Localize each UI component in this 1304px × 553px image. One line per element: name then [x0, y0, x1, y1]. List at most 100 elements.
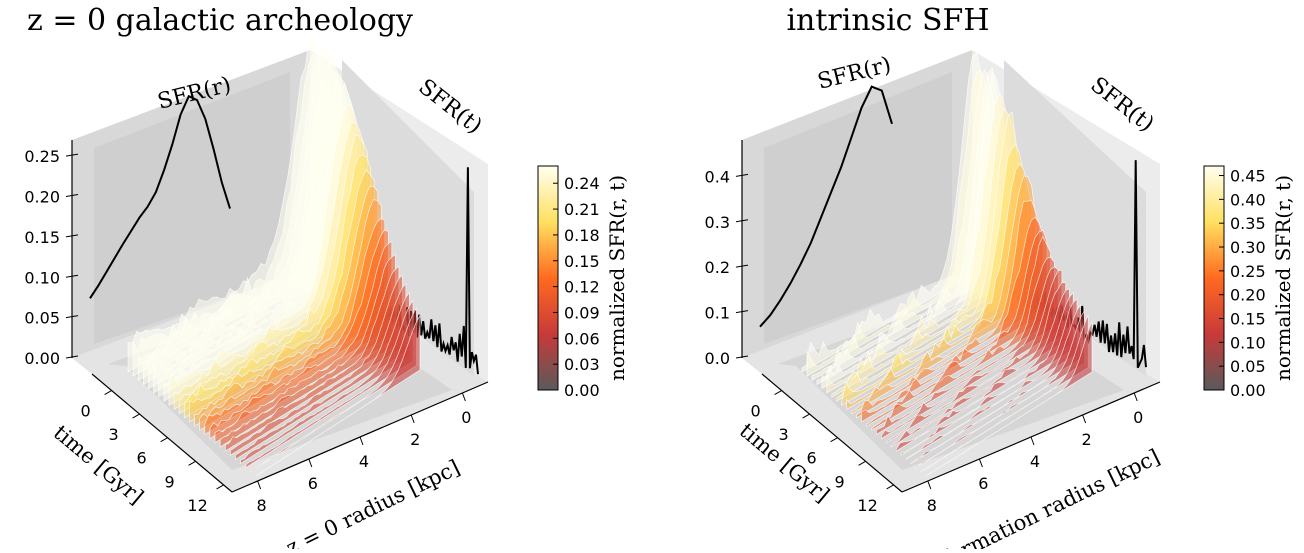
colorbar-tick-label: 0.12: [564, 278, 600, 297]
time-tick-label: 0: [81, 402, 91, 421]
colorbar-tick-label: 0.00: [564, 381, 600, 400]
colorbar-tick-label: 0.03: [564, 355, 600, 374]
radius-tick-label: 6: [308, 474, 318, 493]
radius-tick-label: 0: [1133, 408, 1143, 427]
z-tick-mark: [735, 264, 749, 268]
radius-tick-label: 6: [978, 474, 988, 493]
time-tick-mark: [104, 390, 112, 395]
z-tick-label: 0.00: [24, 349, 60, 368]
z-tick-mark: [65, 194, 79, 198]
z-tick-mark: [65, 355, 79, 359]
colorbar-tick-label: 0.20: [1230, 286, 1266, 305]
time-tick-label: 12: [857, 496, 877, 515]
radius-tick-mark: [257, 480, 262, 490]
colorbar-tick-label: 0.10: [1230, 333, 1266, 352]
time-tick-mark: [858, 460, 866, 466]
colorbar-label: normalized SFR(r, t): [605, 175, 629, 381]
colorbar: [1203, 165, 1225, 391]
time-tick-mark: [802, 413, 810, 419]
radius-tick-mark: [461, 392, 466, 402]
surface-ribbon: [255, 314, 421, 477]
z-tick-mark: [65, 274, 79, 278]
radius-tick-mark: [308, 458, 313, 468]
left-wall-inner: [94, 72, 290, 344]
z-tick-label: 0.20: [24, 188, 60, 207]
z-tick-label: 0.05: [24, 309, 60, 328]
surface-mesh: [127, 32, 421, 477]
colorbar-tick-label: 0.24: [564, 174, 600, 193]
time-axis-line: [91, 373, 233, 493]
left-chart-svg: z = 0 galactic archeology 0.00 0.05 0.10 0.1…: [24, 3, 629, 553]
time-tick-label: 3: [109, 425, 119, 444]
time-tick-mark: [188, 460, 196, 466]
colorbar-tick-label: 0.40: [1230, 190, 1266, 209]
z-tick-mark: [735, 219, 749, 223]
radius-tick-label: 2: [1082, 430, 1092, 449]
radius-tick-mark: [1082, 414, 1087, 424]
radius-tick-label: 4: [1030, 452, 1040, 471]
time-tick-mark: [160, 437, 168, 443]
sfr-r-projection-line: [89, 94, 231, 299]
z-tick-mark: [65, 234, 79, 238]
colorbar-tick-label: 0.05: [1230, 357, 1266, 376]
colorbar-tick-label: 0.18: [564, 226, 600, 245]
time-tick-label: 9: [835, 472, 845, 491]
z-tick-label: 0.3: [705, 213, 730, 232]
z-tick-label: 0.2: [705, 258, 730, 277]
surface-ribbon: [925, 321, 1093, 477]
left-chart-panel: z = 0 galactic archeology 0.00 0.05 0.10 0.1…: [0, 0, 652, 553]
z-tick-mark: [735, 173, 749, 177]
radius-tick-label: 8: [257, 496, 267, 515]
time-tick-mark: [886, 484, 894, 490]
radius-tick-mark: [1030, 436, 1035, 446]
time-tick-label: 6: [807, 449, 817, 468]
time-tick-label: 9: [165, 472, 175, 491]
colorbar-tick-label: 0.21: [564, 200, 600, 219]
colorbar-tick-label: 0.45: [1230, 167, 1266, 186]
colorbar-tick-label: 0.00: [1230, 381, 1266, 400]
radius-tick-label: 0: [461, 408, 471, 427]
radius-tick-mark: [927, 480, 932, 490]
radius-tick-mark: [1133, 392, 1138, 402]
z-tick-label: 0.0: [705, 349, 730, 368]
right-chart-panel: intrinsic SFH 0.0 0.1 0.2 0.3 0.4 0 3 6 9 12 8 6 4 2 0 t…: [652, 0, 1304, 553]
radius-axis-label: z = 0 radius [kpc]: [282, 455, 463, 549]
z-tick-label: 0.4: [705, 167, 730, 186]
time-tick-label: 3: [779, 425, 789, 444]
time-axis-label: time [Gyr]: [49, 420, 148, 509]
radius-tick-label: 2: [410, 430, 420, 449]
time-tick-mark: [830, 437, 838, 443]
colorbar-label: normalized SFR(r, t): [1271, 175, 1295, 381]
time-axis-line: [761, 373, 903, 493]
z-tick-mark: [65, 153, 79, 157]
colorbar-tick-label: 0.09: [564, 303, 600, 322]
radius-tick-mark: [410, 414, 415, 424]
colorbar-tick-label: 0.15: [564, 252, 600, 271]
chart-title: intrinsic SFH: [786, 3, 989, 38]
colorbar: [537, 165, 559, 391]
time-tick-mark: [132, 413, 140, 419]
colorbar-tick-label: 0.06: [564, 329, 600, 348]
z-tick-mark: [65, 315, 79, 319]
radius-tick-mark: [359, 436, 364, 446]
z-tick-label: 0.1: [705, 304, 730, 323]
time-tick-mark: [216, 484, 224, 490]
colorbar-tick-label: 0.35: [1230, 214, 1266, 233]
z-tick-mark: [735, 355, 749, 359]
colorbar-tick-label: 0.15: [1230, 310, 1266, 329]
time-tick-label: 0: [751, 402, 761, 421]
z-tick-mark: [735, 310, 749, 314]
z-tick-label: 0.15: [24, 228, 60, 247]
radius-tick-label: 4: [359, 452, 369, 471]
left-wall-inner: [764, 72, 952, 344]
z-tick-label: 0.10: [24, 268, 60, 287]
sfr-r-projection-line: [759, 85, 893, 328]
time-tick-label: 6: [137, 449, 147, 468]
colorbar-tick-label: 0.25: [1230, 262, 1266, 281]
colorbar-tick-label: 0.30: [1230, 238, 1266, 257]
radius-tick-label: 8: [927, 496, 937, 515]
time-tick-mark: [774, 390, 782, 395]
z-tick-label: 0.25: [24, 147, 60, 166]
chart-title: z = 0 galactic archeology: [27, 3, 413, 38]
